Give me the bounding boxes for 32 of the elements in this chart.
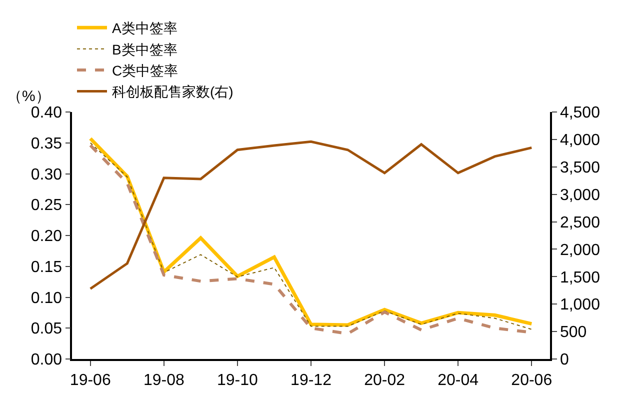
y2-tick-label: 3,000 <box>560 186 600 204</box>
y2-tick-label: 2,500 <box>560 214 600 232</box>
legend-label: 科创板配售家数(右) <box>112 84 234 100</box>
y-tick-label: 0.20 <box>30 228 62 246</box>
y2-tick-label: 1,000 <box>560 296 600 314</box>
y-tick-label: 0.05 <box>30 320 62 338</box>
y2-tick-label: 3,500 <box>560 159 600 176</box>
y-tick-label: 0.25 <box>30 197 62 214</box>
x-tick-label: 20-02 <box>364 372 406 389</box>
x-tick-label: 19-10 <box>217 372 258 389</box>
y-tick-label: 0.15 <box>30 258 62 276</box>
x-tick-label: 19-06 <box>70 372 111 389</box>
y2-tick-label: 4,500 <box>560 104 600 122</box>
y2-tick-label: 1,500 <box>560 269 600 286</box>
y-tick-label: 0.35 <box>30 135 62 152</box>
x-tick-label: 19-08 <box>143 372 184 389</box>
legend-label: B类中签率 <box>112 41 178 58</box>
x-tick-label: 19-12 <box>290 372 332 389</box>
y-tick-label: 0.30 <box>30 166 62 184</box>
line-series <box>89 140 533 290</box>
x-tick-label: 20-06 <box>511 372 552 389</box>
y-tick-label: 0.00 <box>30 352 62 369</box>
y-tick-label: 0.40 <box>30 104 62 122</box>
legend-label: C类中签率 <box>112 62 178 79</box>
y-axis-title: （%） <box>7 88 50 105</box>
y2-tick-label: 2,000 <box>560 242 600 259</box>
y-tick-label: 0.10 <box>30 290 62 307</box>
y2-tick-label: 4,000 <box>560 132 600 150</box>
y2-tick-label: 0 <box>560 352 569 369</box>
legend-label: A类中签率 <box>112 20 178 36</box>
x-tick-label: 20-04 <box>438 372 479 389</box>
y2-tick-label: 500 <box>560 324 587 342</box>
